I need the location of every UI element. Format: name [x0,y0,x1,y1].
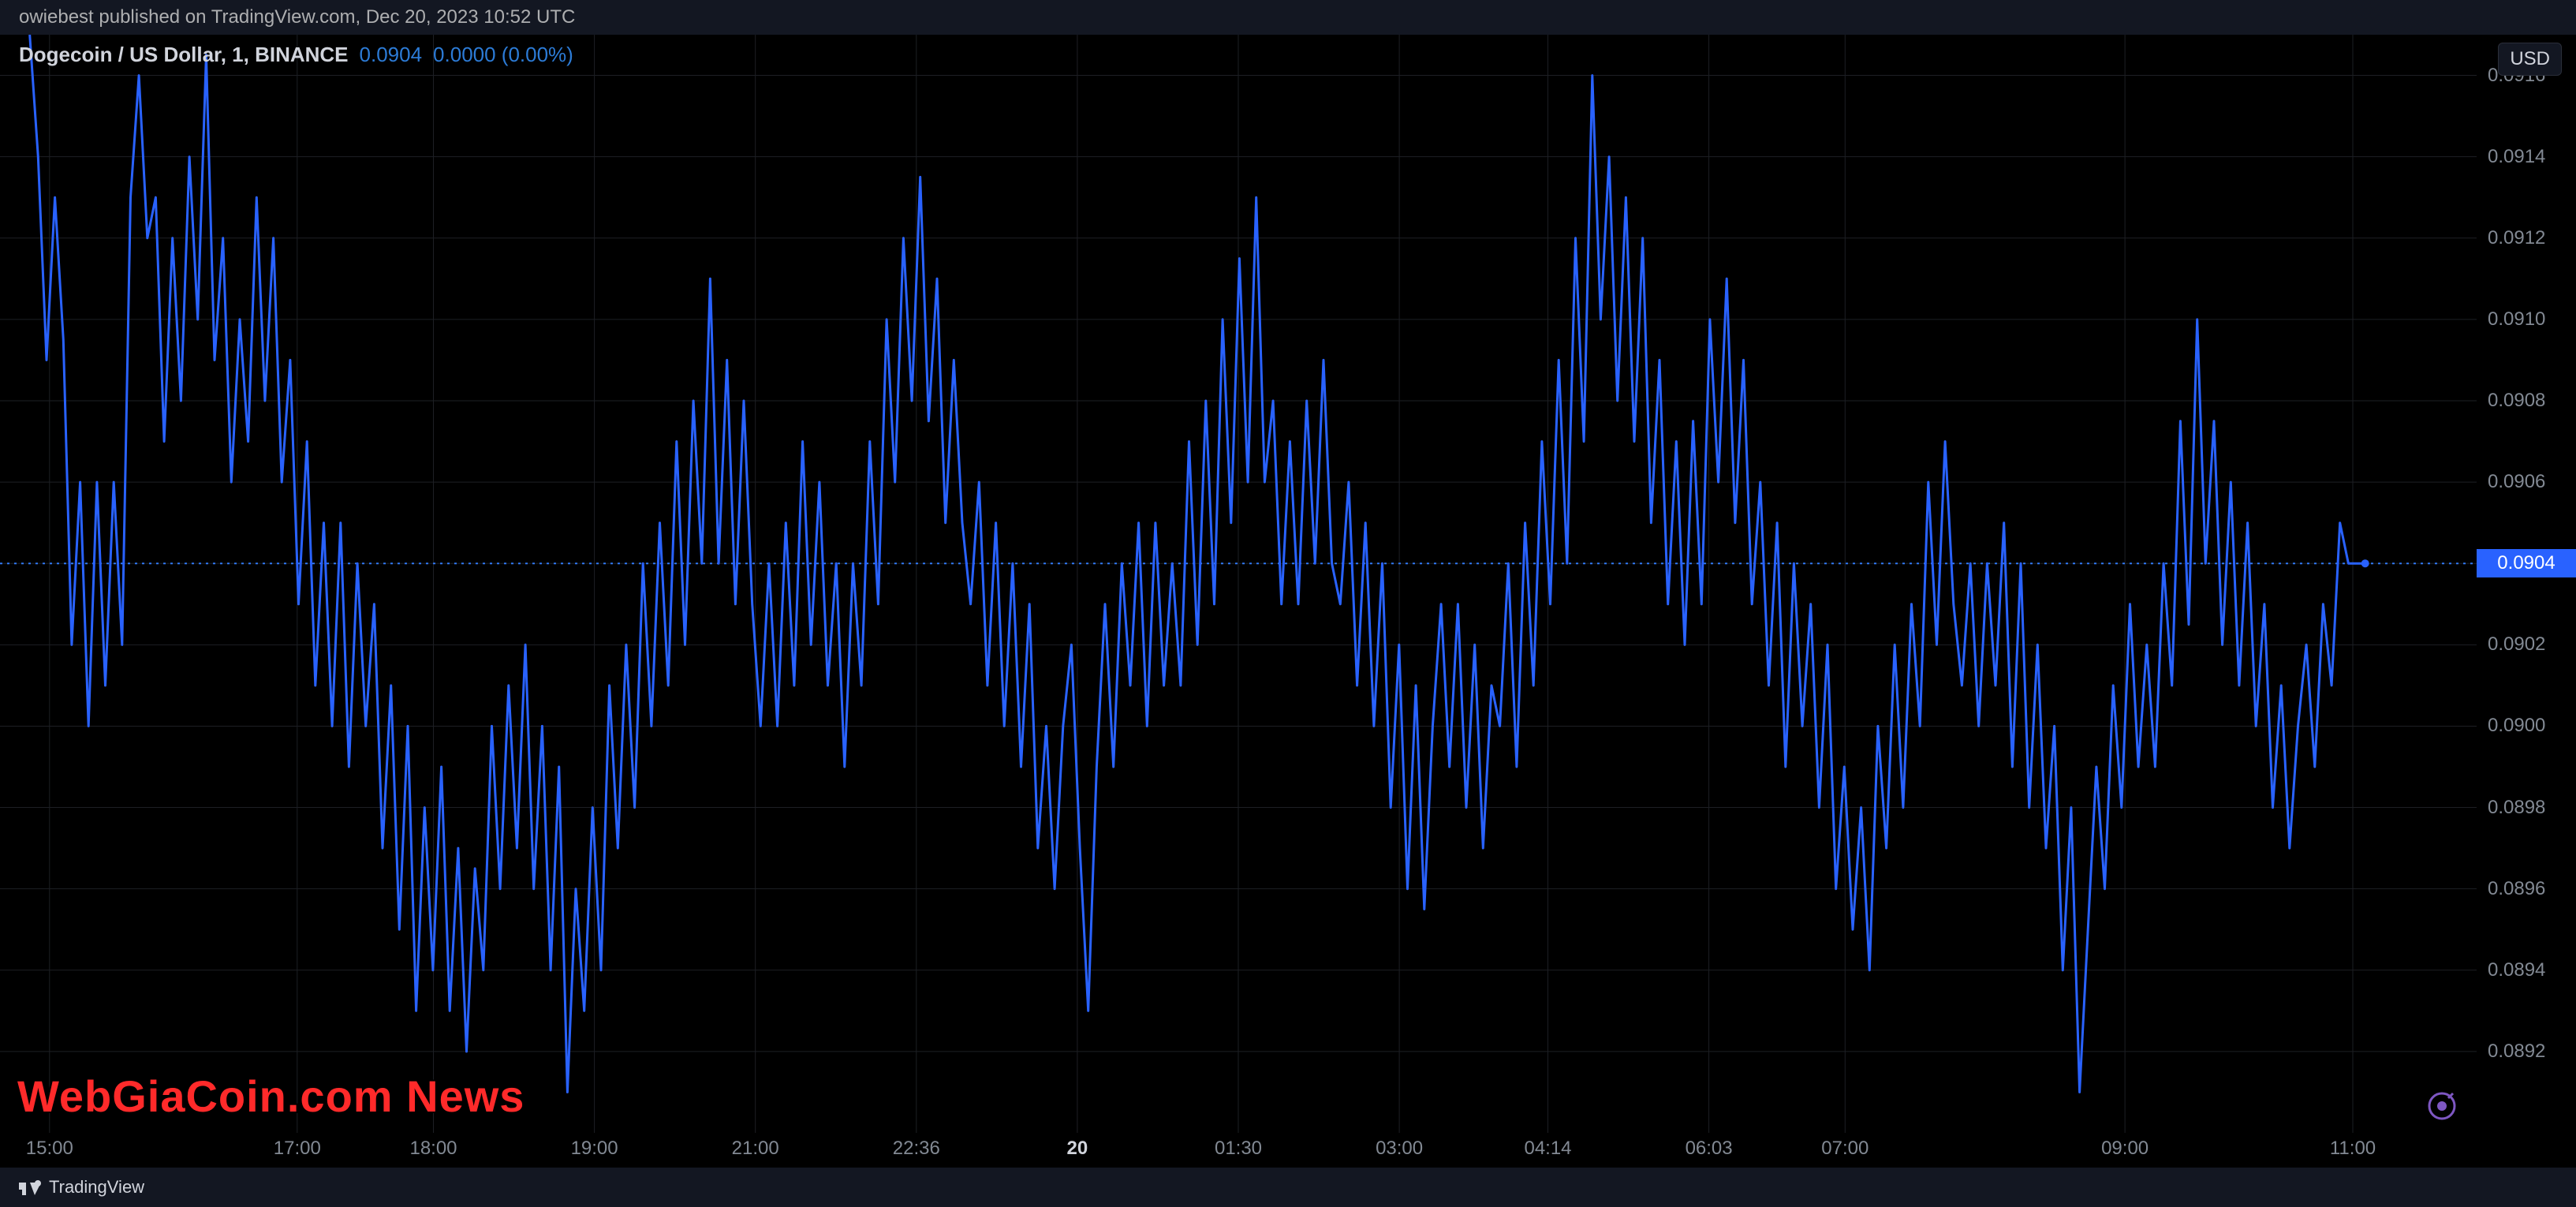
x-axis[interactable]: 15:00 17:00 18:00 19:00 21:00 22:36 20 01:30 03:… [0,1133,2477,1168]
symbol-last: 0.0904 [360,43,423,67]
x-tick-label: 06:03 [1686,1138,1733,1160]
y-tick-label: 0.0900 [2488,715,2545,737]
y-tick-label: 0.0906 [2488,471,2545,493]
x-tick-label: 11:00 [2330,1138,2376,1160]
chart-plot-area[interactable] [0,35,2477,1133]
x-tick-label: 19:00 [571,1138,618,1160]
y-tick-label: 0.0908 [2488,390,2545,412]
symbol-pair: Dogecoin / US Dollar, 1, BINANCE [19,43,349,67]
x-tick-label: 04:14 [1524,1138,1571,1160]
publish-text: owiebest published on TradingView.com, D… [19,6,575,28]
currency-label: USD [2510,48,2550,69]
x-tick-label: 22:36 [893,1138,940,1160]
y-tick-label: 0.0914 [2488,146,2545,168]
y-tick-label: 0.0896 [2488,878,2545,900]
tradingview-logo-icon [19,1179,41,1195]
x-tick-label: 21:00 [732,1138,779,1160]
x-tick-label: 20 [1067,1138,1088,1160]
y-tick-label: 0.0894 [2488,959,2545,981]
publish-header: owiebest published on TradingView.com, D… [0,0,2576,35]
x-tick-label: 03:00 [1376,1138,1423,1160]
x-tick-label: 17:00 [274,1138,321,1160]
x-tick-label: 07:00 [1821,1138,1869,1160]
chart-root: owiebest published on TradingView.com, D… [0,0,2576,1207]
current-price-badge: 0.0904 [2477,549,2576,577]
x-tick-label: 15:00 [26,1138,73,1160]
chart-svg [0,35,2477,1133]
x-tick-label: 01:30 [1215,1138,1262,1160]
symbol-legend: Dogecoin / US Dollar, 1, BINANCE 0.0904 … [19,43,573,67]
y-tick-label: 0.0898 [2488,797,2545,819]
currency-selector[interactable]: USD [2498,43,2562,76]
footer-bar: TradingView [0,1168,2576,1207]
chart-body: Dogecoin / US Dollar, 1, BINANCE 0.0904 … [0,35,2576,1168]
footer-brand: TradingView [49,1177,144,1198]
y-tick-label: 0.0910 [2488,308,2545,331]
x-tick-label: 18:00 [409,1138,457,1160]
y-tick-label: 0.0912 [2488,227,2545,249]
y-axis[interactable]: 0.09160.09140.09120.09100.09080.09060.09… [2477,35,2576,1133]
x-tick-label: 09:00 [2101,1138,2149,1160]
snapshot-icon[interactable] [2426,1090,2458,1122]
y-tick-label: 0.0902 [2488,633,2545,656]
y-tick-label: 0.0892 [2488,1041,2545,1063]
symbol-change: 0.0000 (0.00%) [433,43,573,67]
